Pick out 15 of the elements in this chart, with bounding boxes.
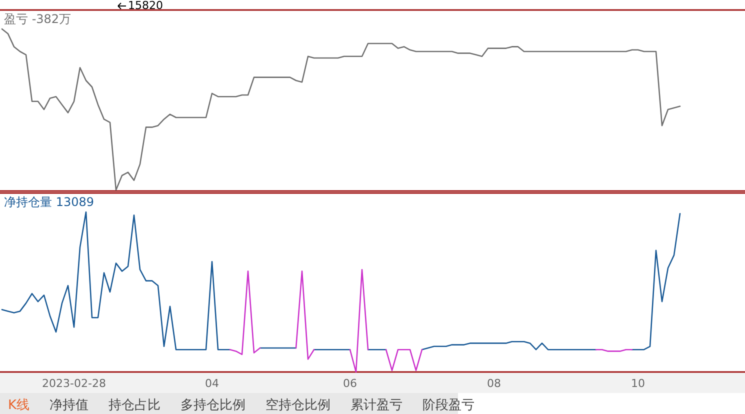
chart-title: 盈亏 -382万 xyxy=(4,12,72,26)
text: K线 xyxy=(8,398,30,413)
chart-title: 净持仓量 13089 xyxy=(4,195,94,209)
text: 15820 xyxy=(128,0,163,12)
x-tick-label: 04 xyxy=(205,377,219,390)
text: 累计盈亏 xyxy=(350,398,403,413)
text: 持仓占比 xyxy=(108,398,161,413)
x-tick-label: 10 xyxy=(631,377,645,390)
text: 净持值 xyxy=(50,398,89,413)
x-tick-label: 08 xyxy=(487,377,501,390)
x-tick-label: 2023-02-28 xyxy=(42,377,106,390)
x-tick-label: 06 xyxy=(343,377,357,390)
text: 空持仓比例 xyxy=(266,398,331,413)
text: 阶段盈亏 xyxy=(422,398,475,413)
text: 多持仓比例 xyxy=(180,398,246,413)
